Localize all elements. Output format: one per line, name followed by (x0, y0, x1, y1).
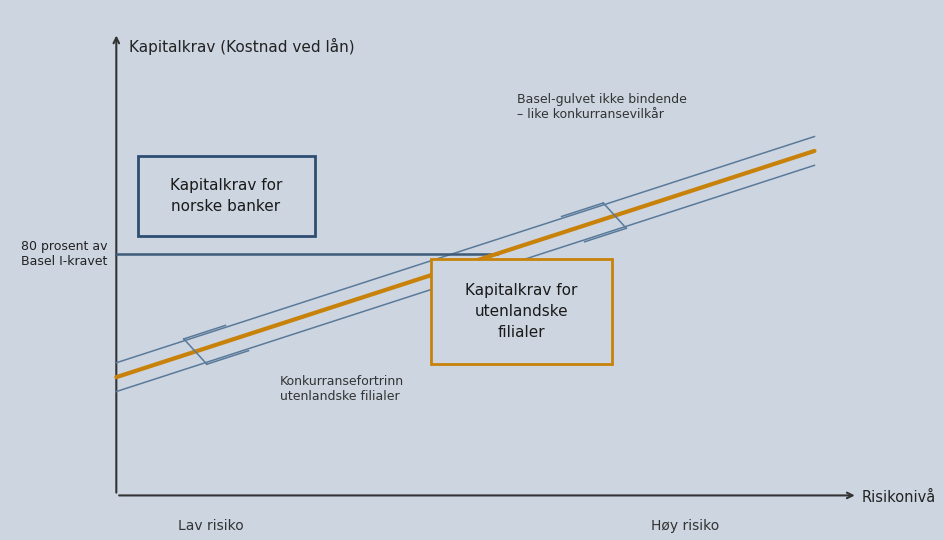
Text: Høy risiko: Høy risiko (650, 518, 718, 532)
Text: Kapitalkrav (Kostnad ved lån): Kapitalkrav (Kostnad ved lån) (129, 38, 355, 55)
Text: Basel-gulvet ikke bindende
– like konkurransevilkår: Basel-gulvet ikke bindende – like konkur… (516, 93, 686, 121)
Text: Konkurransefortrinn
utenlandske filialer: Konkurransefortrinn utenlandske filialer (279, 375, 404, 403)
FancyBboxPatch shape (430, 259, 612, 364)
Text: Risikonivå: Risikonivå (861, 490, 936, 505)
Text: Lav risiko: Lav risiko (178, 518, 244, 532)
Text: Kapitalkrav for
norske banker: Kapitalkrav for norske banker (169, 178, 281, 214)
Text: Kapitalkrav for
utenlandske
filialer: Kapitalkrav for utenlandske filialer (464, 284, 577, 340)
Text: 80 prosent av
Basel I-kravet: 80 prosent av Basel I-kravet (21, 240, 108, 268)
FancyBboxPatch shape (138, 156, 314, 236)
